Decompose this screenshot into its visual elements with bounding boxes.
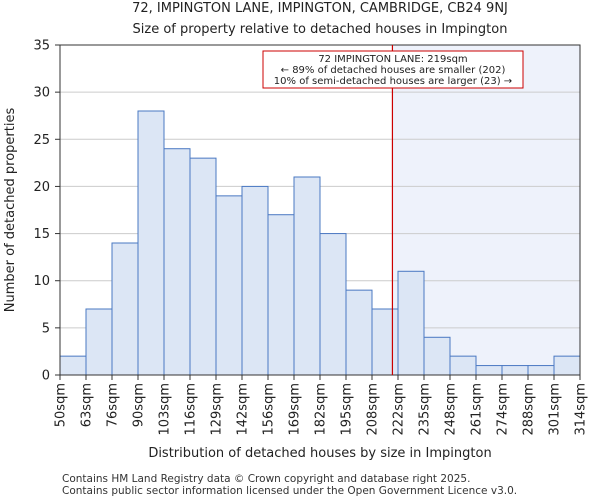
y-tick-label: 25 bbox=[33, 133, 50, 148]
annotation-box bbox=[262, 50, 524, 89]
y-tick-label: 5 bbox=[42, 321, 50, 336]
x-tick-label: 156sqm bbox=[262, 383, 277, 436]
annotation-larger-text: 10% of semi-detached houses are larger (… bbox=[274, 76, 512, 87]
x-tick-label: 248sqm bbox=[444, 383, 459, 436]
bar bbox=[137, 110, 165, 376]
annotation-label: 72 IMPINGTON LANE: 219sqm bbox=[318, 54, 467, 65]
bar bbox=[267, 214, 295, 376]
x-tick-label: 314sqm bbox=[574, 383, 589, 436]
bar bbox=[59, 355, 87, 376]
bar bbox=[85, 308, 113, 376]
x-tick-label: 169sqm bbox=[288, 383, 303, 436]
x-tick-label: 182sqm bbox=[314, 383, 329, 436]
annotation-smaller-text: ← 89% of detached houses are smaller (20… bbox=[281, 65, 506, 76]
y-tick-label: 35 bbox=[33, 39, 50, 54]
y-tick-label: 0 bbox=[42, 369, 50, 384]
x-tick-label: 76sqm bbox=[106, 383, 121, 427]
chart-subtitle: Size of property relative to detached ho… bbox=[133, 22, 508, 37]
bar bbox=[449, 355, 477, 376]
x-tick-label: 288sqm bbox=[522, 383, 537, 436]
x-tick-label: 90sqm bbox=[132, 383, 147, 427]
bar bbox=[423, 336, 451, 376]
y-tick-label: 30 bbox=[33, 86, 50, 101]
x-tick-label: 208sqm bbox=[366, 383, 381, 436]
x-tick-label: 129sqm bbox=[210, 383, 225, 436]
x-tick-label: 261sqm bbox=[470, 383, 485, 436]
x-tick-label: 274sqm bbox=[496, 383, 511, 436]
x-tick-label: 142sqm bbox=[236, 383, 251, 436]
y-axis-label: Number of detached properties bbox=[3, 108, 18, 313]
y-tick-label: 15 bbox=[33, 227, 50, 242]
bar bbox=[319, 233, 347, 376]
bar bbox=[345, 289, 373, 376]
y-tick-label: 10 bbox=[33, 274, 50, 289]
x-tick-label: 235sqm bbox=[418, 383, 433, 436]
x-tick-label: 103sqm bbox=[158, 383, 173, 436]
x-axis-label: Distribution of detached houses by size … bbox=[148, 446, 491, 461]
bar bbox=[553, 355, 581, 376]
footer-attribution-1: Contains HM Land Registry data © Crown c… bbox=[62, 473, 470, 485]
x-tick-label: 50sqm bbox=[54, 383, 69, 427]
bar bbox=[293, 176, 321, 376]
x-tick-label: 195sqm bbox=[340, 383, 355, 436]
plot-area: 0 5 10 15 20 25 30 35 50sqm 63sqm 76sqm 90sqm 103sqm… bbox=[33, 39, 588, 436]
chart-title: 72, IMPINGTON LANE, IMPINGTON, CAMBRIDGE… bbox=[132, 1, 508, 16]
bar bbox=[371, 308, 399, 376]
bar bbox=[501, 365, 529, 376]
bar bbox=[189, 157, 217, 376]
bar bbox=[241, 185, 269, 376]
x-tick-label: 222sqm bbox=[392, 383, 407, 436]
x-tick-label: 301sqm bbox=[548, 383, 563, 436]
bar bbox=[215, 195, 243, 376]
x-tick-label: 63sqm bbox=[80, 383, 95, 427]
x-tick-label: 116sqm bbox=[184, 383, 199, 436]
bar bbox=[527, 365, 555, 376]
bar bbox=[397, 270, 425, 376]
footer-attribution-2: Contains public sector information licen… bbox=[62, 485, 517, 497]
bar bbox=[475, 365, 503, 376]
bar bbox=[111, 242, 139, 376]
bar bbox=[163, 148, 191, 376]
y-tick-label: 20 bbox=[33, 180, 50, 195]
